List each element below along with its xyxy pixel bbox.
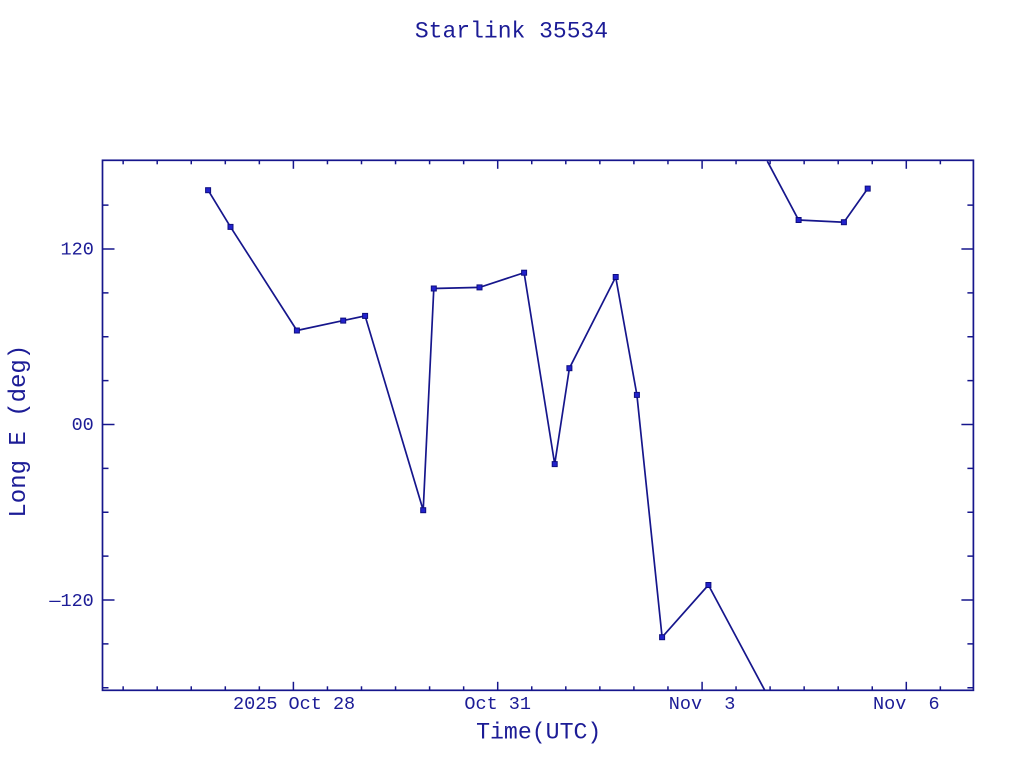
svg-text:Nov 6: Nov 6 (873, 694, 940, 715)
svg-text:2025 Oct 28: 2025 Oct 28 (233, 694, 355, 715)
svg-text:Nov 3: Nov 3 (669, 694, 736, 715)
svg-text:Long E (deg): Long E (deg) (6, 345, 33, 518)
svg-text:Starlink 35534: Starlink 35534 (415, 19, 608, 45)
svg-text:00: 00 (72, 415, 94, 436)
svg-text:120: 120 (60, 240, 93, 261)
svg-text:Time(UTC): Time(UTC) (476, 720, 601, 746)
svg-text:—120: —120 (48, 591, 93, 612)
svg-text:Oct 31: Oct 31 (464, 694, 531, 715)
